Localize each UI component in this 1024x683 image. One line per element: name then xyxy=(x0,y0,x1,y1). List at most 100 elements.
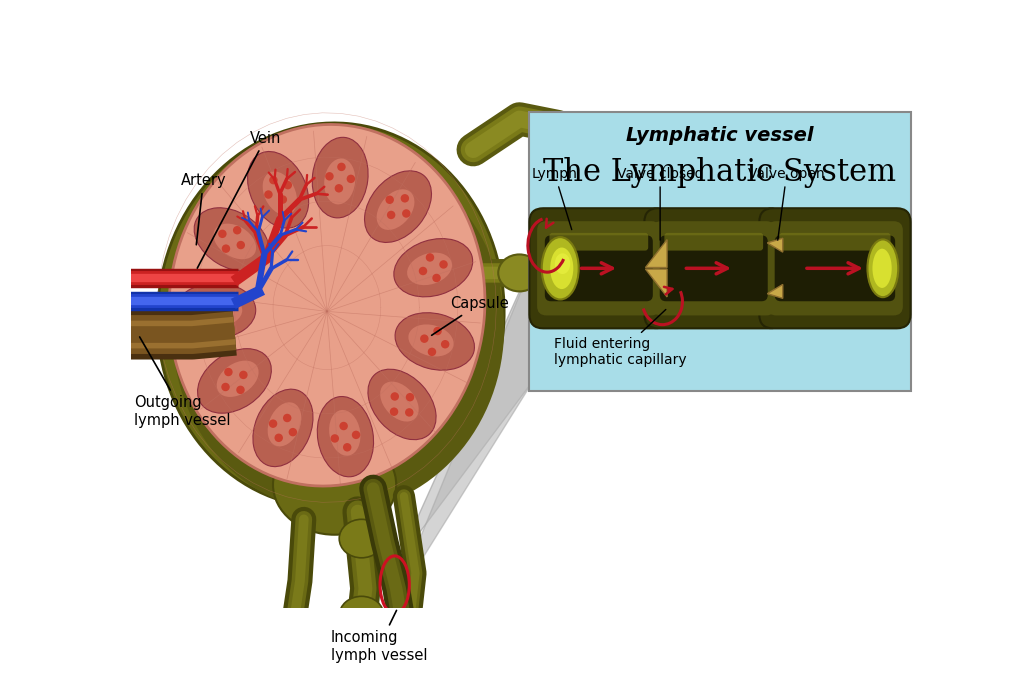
Circle shape xyxy=(279,195,287,204)
Circle shape xyxy=(433,326,441,335)
Ellipse shape xyxy=(339,596,384,635)
Circle shape xyxy=(428,348,436,356)
Circle shape xyxy=(224,367,232,376)
Circle shape xyxy=(221,382,229,391)
Circle shape xyxy=(385,195,394,204)
FancyBboxPatch shape xyxy=(665,233,763,251)
Circle shape xyxy=(426,253,434,262)
Text: Capsule: Capsule xyxy=(432,296,509,335)
Ellipse shape xyxy=(175,283,256,338)
Ellipse shape xyxy=(312,137,368,218)
Circle shape xyxy=(240,371,248,379)
FancyBboxPatch shape xyxy=(529,112,910,391)
Circle shape xyxy=(211,317,220,326)
Ellipse shape xyxy=(317,397,374,477)
Ellipse shape xyxy=(217,361,259,397)
FancyBboxPatch shape xyxy=(545,236,653,301)
Circle shape xyxy=(343,443,351,451)
Ellipse shape xyxy=(542,237,579,299)
Text: Lymphatic vessel: Lymphatic vessel xyxy=(627,126,814,145)
Circle shape xyxy=(337,163,346,171)
Circle shape xyxy=(264,191,272,199)
Circle shape xyxy=(439,260,447,268)
Polygon shape xyxy=(767,238,782,252)
Ellipse shape xyxy=(555,253,570,274)
Circle shape xyxy=(269,176,278,184)
Circle shape xyxy=(283,414,292,422)
Ellipse shape xyxy=(158,123,504,507)
Circle shape xyxy=(419,267,427,275)
Ellipse shape xyxy=(214,223,256,260)
Ellipse shape xyxy=(377,189,415,230)
Circle shape xyxy=(352,431,360,439)
FancyBboxPatch shape xyxy=(775,236,895,301)
FancyBboxPatch shape xyxy=(779,233,891,251)
Ellipse shape xyxy=(198,349,271,413)
Circle shape xyxy=(331,434,339,443)
Ellipse shape xyxy=(365,171,431,242)
Circle shape xyxy=(390,408,398,416)
Polygon shape xyxy=(645,269,667,297)
Circle shape xyxy=(406,408,414,417)
Text: Outgoing
lymph vessel: Outgoing lymph vessel xyxy=(134,337,230,428)
Ellipse shape xyxy=(325,158,355,204)
Text: Valve closed: Valve closed xyxy=(616,167,703,240)
Text: Vein: Vein xyxy=(198,130,282,268)
Ellipse shape xyxy=(253,389,313,466)
Circle shape xyxy=(387,211,395,219)
Circle shape xyxy=(222,245,230,253)
Ellipse shape xyxy=(169,124,485,486)
Circle shape xyxy=(201,307,209,315)
Circle shape xyxy=(390,392,399,401)
Circle shape xyxy=(441,340,450,348)
Circle shape xyxy=(269,419,278,428)
FancyBboxPatch shape xyxy=(644,208,783,329)
FancyBboxPatch shape xyxy=(759,208,910,329)
Circle shape xyxy=(284,181,292,189)
Ellipse shape xyxy=(408,253,452,285)
Ellipse shape xyxy=(339,519,384,558)
Circle shape xyxy=(274,434,283,442)
Text: Incoming
lymph vessel: Incoming lymph vessel xyxy=(331,611,427,663)
Circle shape xyxy=(326,172,334,180)
FancyBboxPatch shape xyxy=(652,221,775,316)
Text: Valve open: Valve open xyxy=(749,167,825,240)
Text: The Lymphatic System: The Lymphatic System xyxy=(543,157,896,189)
Polygon shape xyxy=(767,285,782,298)
FancyBboxPatch shape xyxy=(550,233,648,251)
Circle shape xyxy=(237,241,245,249)
Polygon shape xyxy=(645,240,667,268)
Ellipse shape xyxy=(380,382,419,421)
Circle shape xyxy=(432,274,440,282)
Circle shape xyxy=(289,428,297,436)
FancyBboxPatch shape xyxy=(529,208,669,329)
Circle shape xyxy=(232,226,242,234)
Ellipse shape xyxy=(196,295,243,326)
Ellipse shape xyxy=(368,370,436,440)
Ellipse shape xyxy=(267,402,301,447)
Circle shape xyxy=(211,296,219,304)
FancyBboxPatch shape xyxy=(659,236,768,301)
Ellipse shape xyxy=(273,434,396,535)
Ellipse shape xyxy=(329,410,360,456)
Circle shape xyxy=(339,422,348,430)
Ellipse shape xyxy=(409,324,454,357)
Polygon shape xyxy=(391,257,535,608)
Ellipse shape xyxy=(550,247,573,289)
Circle shape xyxy=(406,393,415,402)
Ellipse shape xyxy=(173,150,504,512)
Ellipse shape xyxy=(248,152,308,228)
Circle shape xyxy=(420,335,429,343)
Circle shape xyxy=(400,194,410,203)
Circle shape xyxy=(218,229,226,238)
Polygon shape xyxy=(397,257,535,561)
Circle shape xyxy=(222,306,230,315)
Ellipse shape xyxy=(263,171,297,215)
FancyBboxPatch shape xyxy=(538,221,660,316)
Circle shape xyxy=(237,386,245,394)
Circle shape xyxy=(335,184,343,193)
Ellipse shape xyxy=(195,208,269,271)
Text: Artery: Artery xyxy=(180,173,226,245)
Circle shape xyxy=(347,175,355,183)
Circle shape xyxy=(402,209,411,218)
